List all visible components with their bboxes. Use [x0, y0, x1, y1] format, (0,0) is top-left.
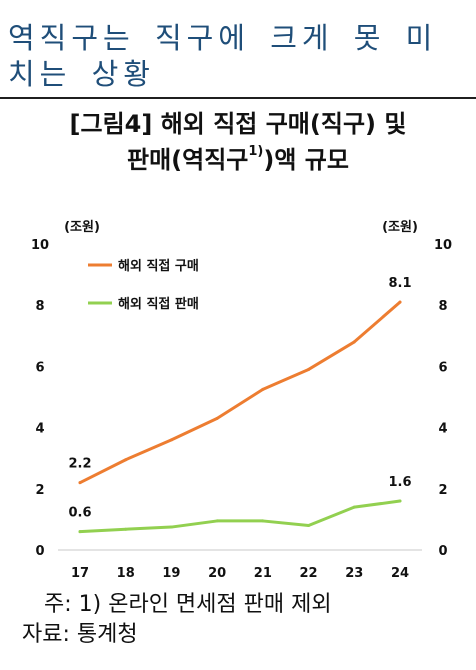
y-tick-left-4: 4: [35, 422, 44, 437]
headline: 역직구는 직구에 크게 못 미치는 상황: [8, 21, 438, 91]
data-label-1-7: 1.6: [388, 475, 411, 490]
y-tick-right-0: 0: [438, 544, 447, 559]
y-tick-right-6: 6: [438, 360, 447, 375]
data-point-0-3: [215, 416, 219, 420]
data-point-0-2: [169, 438, 173, 442]
data-point-0-0: [78, 481, 82, 485]
data-point-0-6: [352, 340, 356, 344]
figure-title-line2-pre: 판매(역직구: [127, 146, 249, 174]
y-unit-left: (조원): [64, 220, 100, 235]
y-tick-right-4: 4: [438, 422, 447, 437]
series-line-0: [78, 300, 402, 485]
x-tick-23: 23: [345, 566, 363, 581]
y-tick-left-2: 2: [35, 483, 44, 498]
headline-divider: [0, 97, 476, 99]
figure-title-footnote-mark: 1): [248, 144, 264, 159]
figure-title-line1: [그림4] 해외 직접 구매(직구) 및: [69, 110, 407, 138]
data-point-0-1: [124, 458, 128, 462]
data-point-1-3: [215, 519, 219, 523]
x-tick-18: 18: [117, 566, 135, 581]
y-tick-left-6: 6: [35, 360, 44, 375]
x-tick-22: 22: [300, 566, 318, 581]
line-chart: 0 02 24 46 68 810 10(조원) (조원)17 18 19 20 21 22 23 242.…: [31, 220, 452, 581]
x-tick-21: 21: [254, 566, 272, 581]
data-point-1-6: [352, 505, 356, 509]
data-point-1-4: [261, 519, 265, 523]
data-label-1-0: 0.6: [68, 506, 91, 521]
data-point-1-7: [398, 499, 402, 503]
legend-label-0: 해외 직접 구매: [118, 258, 199, 274]
y-tick-left-10: 10: [31, 238, 49, 253]
series-line-1: [78, 499, 402, 534]
y-tick-right-8: 8: [438, 299, 447, 314]
data-point-1-2: [169, 525, 173, 529]
footnote: 주: 1) 온라인 면세점 판매 제외: [44, 592, 332, 617]
chart-notes: 주: 1) 온라인 면세점 판매 제외 자료: 통계청: [22, 590, 472, 650]
y-tick-left-0: 0: [35, 544, 44, 559]
data-label-0-0: 2.2: [68, 457, 91, 472]
data-label-0-7: 8.1: [388, 276, 411, 291]
data-point-1-5: [307, 524, 311, 528]
x-tick-24: 24: [391, 566, 409, 581]
x-tick-17: 17: [71, 566, 89, 581]
data-point-1-1: [124, 527, 128, 531]
figure-title: [그림4] 해외 직접 구매(직구) 및 판매(역직구1))액 규모: [0, 108, 476, 176]
legend-label-1: 해외 직접 판매: [118, 296, 199, 312]
x-tick-20: 20: [208, 566, 226, 581]
y-tick-right-10: 10: [434, 238, 452, 253]
data-point-0-5: [307, 367, 311, 371]
y-tick-right-2: 2: [438, 483, 447, 498]
data-point-0-4: [261, 387, 265, 391]
data-point-0-7: [398, 300, 402, 304]
y-unit-right: (조원): [382, 220, 418, 235]
figure-title-line2-post: )액 규모: [263, 146, 349, 174]
x-tick-19: 19: [162, 566, 180, 581]
figure-title-line2: 판매(역직구1))액 규모: [0, 140, 476, 176]
data-point-1-0: [78, 530, 82, 534]
source-note: 자료: 통계청: [22, 622, 138, 647]
y-tick-left-8: 8: [35, 299, 44, 314]
